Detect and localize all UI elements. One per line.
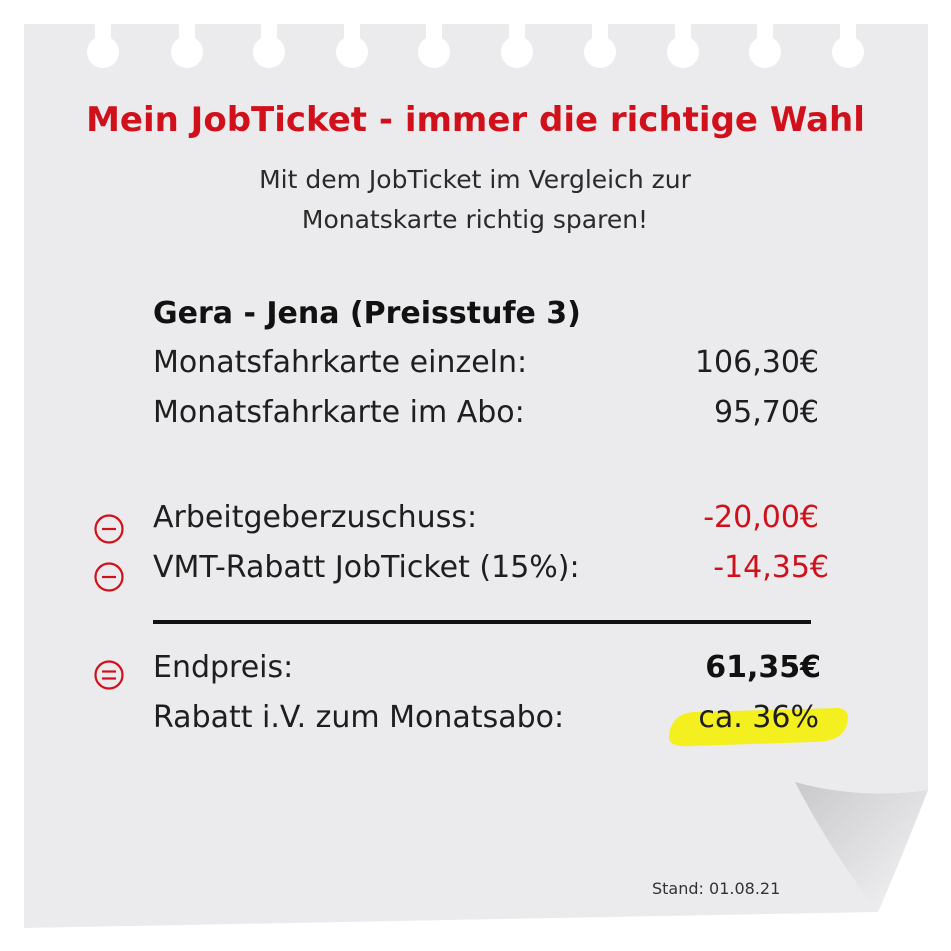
sum-divider <box>153 620 811 624</box>
deduction-value-employer: -20,00€ <box>703 500 819 535</box>
discount-label: Rabatt i.V. zum Monatsabo: <box>153 700 565 735</box>
price-value-abo: 95,70€ <box>714 395 819 430</box>
subtitle-line-2: Monatskarte richtig sparen! <box>301 205 649 234</box>
discount-highlight-marker <box>668 708 848 747</box>
minus-circle-icon <box>94 562 124 592</box>
deduction-label-employer: Arbeitgeberzuschuss: <box>153 500 478 535</box>
deduction-value-vmt: -14,35€ <box>713 550 829 585</box>
minus-circle-icon <box>94 514 124 544</box>
deduction-label-vmt: VMT-Rabatt JobTicket (15%): <box>153 550 580 585</box>
paper-curl <box>795 782 928 912</box>
price-label-single: Monatsfahrkarte einzeln: <box>153 345 528 380</box>
price-label-abo: Monatsfahrkarte im Abo: <box>153 395 525 430</box>
paper-sheet <box>24 24 928 928</box>
price-value-single: 106,30€ <box>694 345 819 380</box>
discount-value: ca. 36% <box>698 700 819 735</box>
equals-circle-icon <box>94 660 124 690</box>
final-price-label: Endpreis: <box>153 650 294 685</box>
punch-holes <box>87 20 864 68</box>
page-title: Mein JobTicket - immer die richtige Wahl <box>86 100 865 140</box>
subtitle-line-1: Mit dem JobTicket im Vergleich zur <box>259 165 691 194</box>
status-date: Stand: 01.08.21 <box>652 879 781 898</box>
final-price-value: 61,35€ <box>705 650 821 685</box>
route-heading: Gera - Jena (Preisstufe 3) <box>153 296 581 331</box>
